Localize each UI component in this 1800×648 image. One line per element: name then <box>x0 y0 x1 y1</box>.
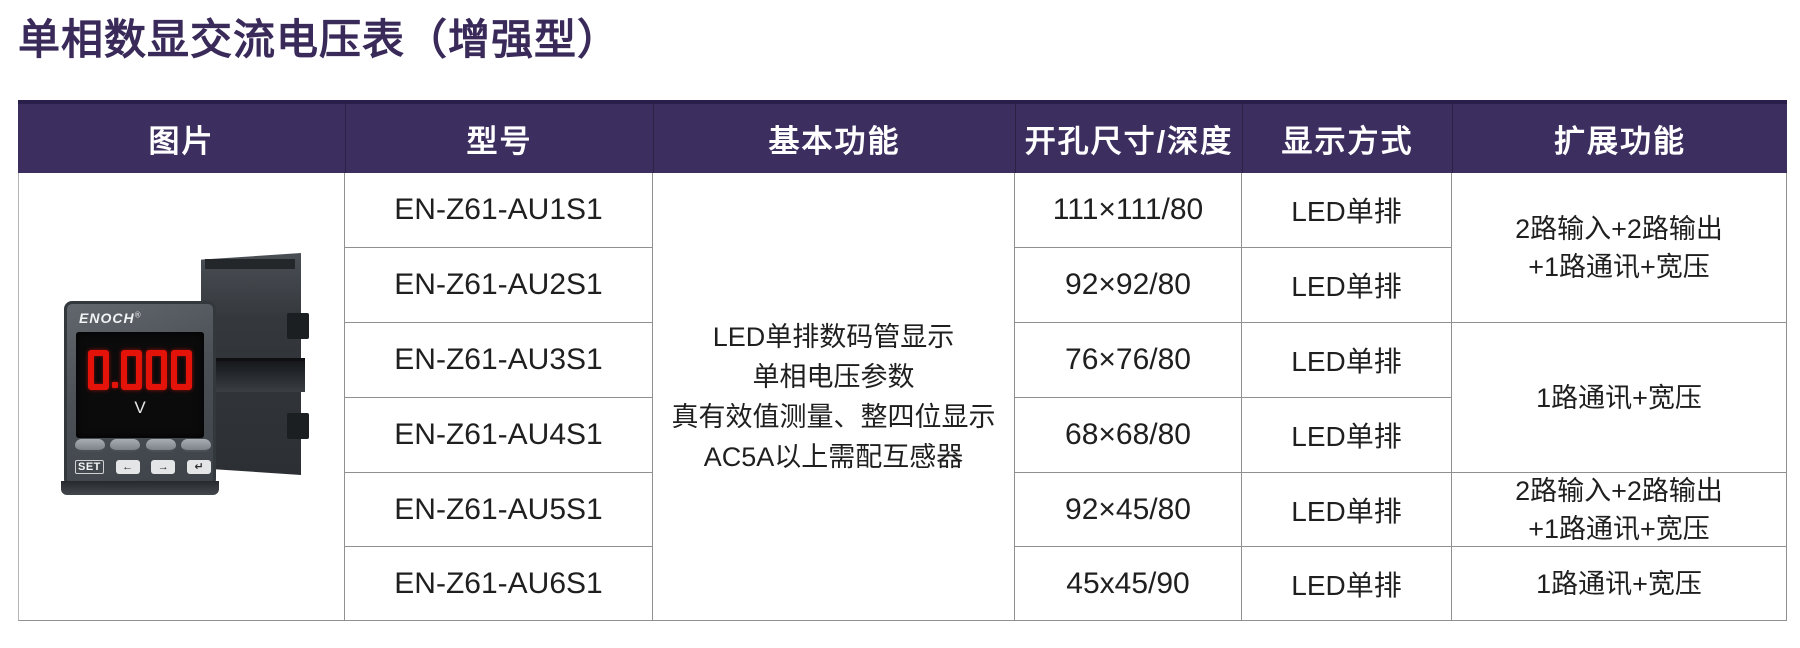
meter-mounting-slot <box>209 358 305 392</box>
extended-function-line: +1路通讯+宽压 <box>1528 251 1710 282</box>
basic-function-line: 单相电压参数 <box>752 361 915 392</box>
model-cell: EN-Z61-AU4S1 <box>345 398 653 473</box>
extended-function-line: 2路输入+2路输出 <box>1515 475 1723 506</box>
meter-button <box>180 439 211 452</box>
right-arrow-icon: → <box>151 460 176 474</box>
header-basic-function: 基本功能 <box>653 100 1015 173</box>
header-cutout-size: 开孔尺寸/深度 <box>1015 100 1242 173</box>
meter-top-rail <box>205 259 295 269</box>
product-image-cell: ENOCH® V <box>18 173 345 621</box>
header-display-mode: 显示方式 <box>1242 100 1452 173</box>
set-button-label: SET <box>75 460 104 474</box>
display-mode-cell: LED单排 <box>1242 547 1452 621</box>
extended-function-line: +1路通讯+宽压 <box>1528 513 1710 544</box>
model-cell: EN-Z61-AU5S1 <box>345 473 653 547</box>
display-mode-cell: LED单排 <box>1242 173 1452 248</box>
header-picture: 图片 <box>18 100 345 173</box>
basic-function-line: 真有效值测量、整四位显示 <box>671 401 996 432</box>
digit-zero-icon <box>121 350 142 390</box>
panel-meter-image: ENOCH® V <box>19 173 346 621</box>
cutout-cell: 92×45/80 <box>1015 473 1242 547</box>
meter-button <box>75 439 105 452</box>
left-arrow-icon: ← <box>115 460 140 474</box>
digit-zero-icon <box>146 350 167 390</box>
meter-display-screen: V <box>76 332 204 438</box>
digit-zero-icon <box>88 350 109 390</box>
brand-logo: ENOCH® <box>79 310 142 326</box>
extended-function-cell: 1路通讯+宽压 <box>1452 547 1787 621</box>
display-mode-cell: LED单排 <box>1242 398 1452 473</box>
extended-function-cell: 2路输入+2路输出 +1路通讯+宽压 <box>1452 173 1787 323</box>
meter-front-face: ENOCH® V <box>64 301 216 487</box>
model-cell: EN-Z61-AU6S1 <box>345 547 653 621</box>
header-model: 型号 <box>345 100 653 173</box>
extended-function-line: 2路输入+2路输出 <box>1515 213 1723 244</box>
cutout-cell: 45x45/90 <box>1015 547 1242 621</box>
model-cell: EN-Z61-AU2S1 <box>345 248 653 323</box>
meter-button <box>145 439 176 452</box>
page-title: 单相数显交流电压表（增强型） <box>18 16 621 63</box>
extended-function-cell: 1路通讯+宽压 <box>1452 323 1787 473</box>
meter-base-shadow <box>61 481 219 495</box>
seven-segment-digits <box>86 348 194 390</box>
header-extended-function: 扩展功能 <box>1452 100 1787 173</box>
cutout-cell: 92×92/80 <box>1015 248 1242 323</box>
cutout-cell: 68×68/80 <box>1015 398 1242 473</box>
display-mode-cell: LED单排 <box>1242 473 1452 547</box>
meter-clip-icon <box>287 413 309 439</box>
basic-function-line: AC5A以上需配互感器 <box>703 441 964 472</box>
meter-button-row <box>75 439 211 452</box>
digit-zero-icon <box>171 350 192 390</box>
model-cell: EN-Z61-AU1S1 <box>345 173 653 248</box>
spec-table: 图片 型号 基本功能 开孔尺寸/深度 显示方式 扩展功能 ENOCH® <box>18 100 1787 621</box>
unit-label: V <box>134 398 146 417</box>
meter-button <box>110 439 141 452</box>
decimal-point-icon <box>112 382 118 388</box>
registered-mark: ® <box>134 310 142 320</box>
meter-clip-icon <box>287 313 309 339</box>
basic-function-line: LED单排数码管显示 <box>712 321 955 352</box>
display-mode-cell: LED单排 <box>1242 248 1452 323</box>
extended-function-line: 1路通讯+宽压 <box>1536 568 1702 599</box>
meter-button-labels: SET ← → ↵ <box>75 460 211 474</box>
model-cell: EN-Z61-AU3S1 <box>345 323 653 398</box>
display-mode-cell: LED单排 <box>1242 323 1452 398</box>
cutout-cell: 111×111/80 <box>1015 173 1242 248</box>
extended-function-cell: 2路输入+2路输出 +1路通讯+宽压 <box>1452 473 1787 547</box>
enter-icon: ↵ <box>186 460 211 474</box>
basic-function-cell: LED单排数码管显示 单相电压参数 真有效值测量、整四位显示 AC5A以上需配互… <box>653 173 1015 621</box>
extended-function-line: 1路通讯+宽压 <box>1536 382 1702 413</box>
cutout-cell: 76×76/80 <box>1015 323 1242 398</box>
